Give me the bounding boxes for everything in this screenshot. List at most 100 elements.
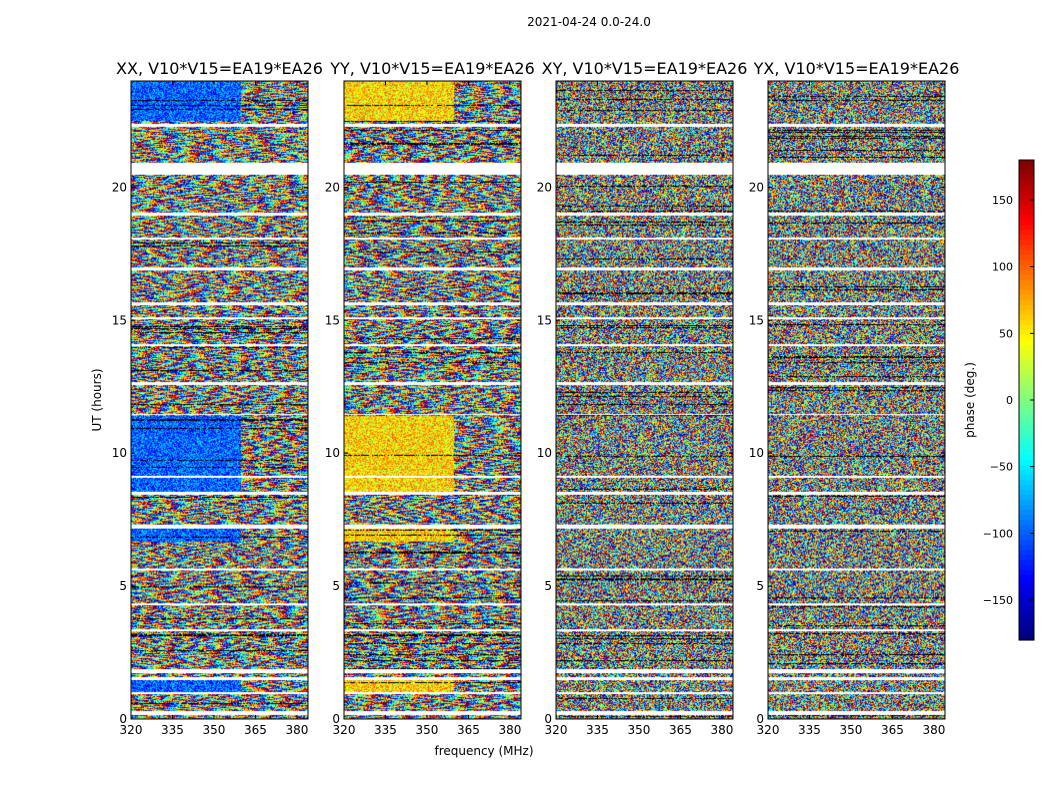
colorbar-segment [1019,585,1034,591]
phase-heatmap [556,81,733,719]
y-tick-label: 10 [325,446,340,460]
x-tick-label: 350 [840,723,863,737]
y-tick-label: 10 [749,446,764,460]
x-tick-label: 320 [545,723,568,737]
colorbar-segment [1019,415,1034,421]
y-tick-label: 5 [544,579,552,593]
colorbar-segment [1019,365,1034,371]
colorbar-segment [1019,540,1034,546]
colorbar-segment [1019,310,1034,316]
colorbar-segment [1019,355,1034,361]
colorbar-segment [1019,430,1034,436]
colorbar-segment [1019,325,1034,331]
colorbar-segment [1019,265,1034,271]
colorbar-segment [1019,290,1034,296]
x-tick-label: 350 [628,723,651,737]
y-tick-label: 5 [119,579,127,593]
colorbar-segment [1019,445,1034,451]
colorbar-segment [1019,330,1034,336]
colorbar: −150 −100 −50 0 50 100 150 [983,159,1035,641]
colorbar-tick-label: 0 [1006,394,1013,407]
colorbar-segment [1019,475,1034,481]
colorbar-segment [1019,455,1034,461]
colorbar-tick-label: −150 [983,594,1013,607]
colorbar-segment [1019,435,1034,441]
colorbar-segment [1019,520,1034,526]
colorbar-tick-label: −50 [990,461,1013,474]
colorbar-segment [1019,360,1034,366]
panel-3: XY, V10*V15=EA19*EA26 320 335 350 365 380 0 5 10… [537,59,748,737]
colorbar-segment [1019,385,1034,391]
x-tick-label: 380 [285,723,308,737]
y-tick-label: 15 [112,313,127,327]
colorbar-segment [1019,345,1034,351]
x-tick-label: 350 [203,723,226,737]
colorbar-segment [1019,205,1034,211]
y-tick-label: 15 [325,313,340,327]
y-tick-label: 20 [325,180,340,194]
phase-heatmap [131,81,308,719]
colorbar-segment [1019,570,1034,576]
y-tick-label: 0 [332,712,340,726]
colorbar-segment [1019,350,1034,356]
colorbar-tick-label: 50 [999,327,1013,340]
x-tick-label: 365 [881,723,904,737]
colorbar-segment [1019,175,1034,181]
colorbar-segment [1019,200,1034,206]
colorbar-segment [1019,390,1034,396]
colorbar-segment [1019,490,1034,496]
colorbar-segment [1019,600,1034,606]
colorbar-segment [1019,285,1034,291]
colorbar-segment [1019,240,1034,246]
colorbar-segment [1019,410,1034,416]
colorbar-segment [1019,450,1034,456]
colorbar-segment [1019,320,1034,326]
x-axis-label: frequency (MHz) [434,744,533,758]
phase-heatmap [768,81,945,719]
panel-2: YY, V10*V15=EA19*EA26 320 335 350 365 380 0 5 10… [325,59,535,737]
colorbar-segment [1019,245,1034,251]
panel-frame [343,80,522,720]
colorbar-segment [1019,295,1034,301]
x-tick-label: 335 [586,723,609,737]
x-tick-label: 320 [333,723,356,737]
colorbar-segment [1019,460,1034,466]
colorbar-segment [1019,260,1034,266]
x-tick-label: 365 [669,723,692,737]
colorbar-label: phase (deg.) [963,362,977,438]
x-tick-label: 365 [457,723,480,737]
colorbar-segment [1019,535,1034,541]
colorbar-segment [1019,565,1034,571]
colorbar-segment [1019,305,1034,311]
x-tick-label: 380 [710,723,733,737]
colorbar-segment [1019,575,1034,581]
colorbar-segment [1019,255,1034,261]
colorbar-segment [1019,405,1034,411]
colorbar-segment [1019,195,1034,201]
colorbar-segment [1019,370,1034,376]
colorbar-segment [1019,525,1034,531]
x-tick-label: 335 [161,723,184,737]
colorbar-segment [1019,485,1034,491]
x-tick-label: 320 [757,723,780,737]
colorbar-segment [1019,635,1034,641]
x-tick-label: 320 [120,723,143,737]
colorbar-segment [1019,620,1034,626]
colorbar-segment [1019,225,1034,231]
colorbar-segment [1019,400,1034,406]
colorbar-segment [1019,170,1034,176]
colorbar-segment [1019,250,1034,256]
colorbar-segment [1019,560,1034,566]
x-tick-label: 380 [922,723,945,737]
y-tick-label: 0 [119,712,127,726]
colorbar-segment [1019,395,1034,401]
panel-frame [555,80,734,720]
colorbar-segment [1019,590,1034,596]
colorbar-segment [1019,375,1034,381]
panel-4: YX, V10*V15=EA19*EA26 320 335 350 365 380 0 5 10… [749,59,960,737]
x-tick-label: 365 [244,723,267,737]
colorbar-segment [1019,440,1034,446]
y-tick-label: 20 [537,180,552,194]
colorbar-tick-label: −100 [983,527,1013,540]
